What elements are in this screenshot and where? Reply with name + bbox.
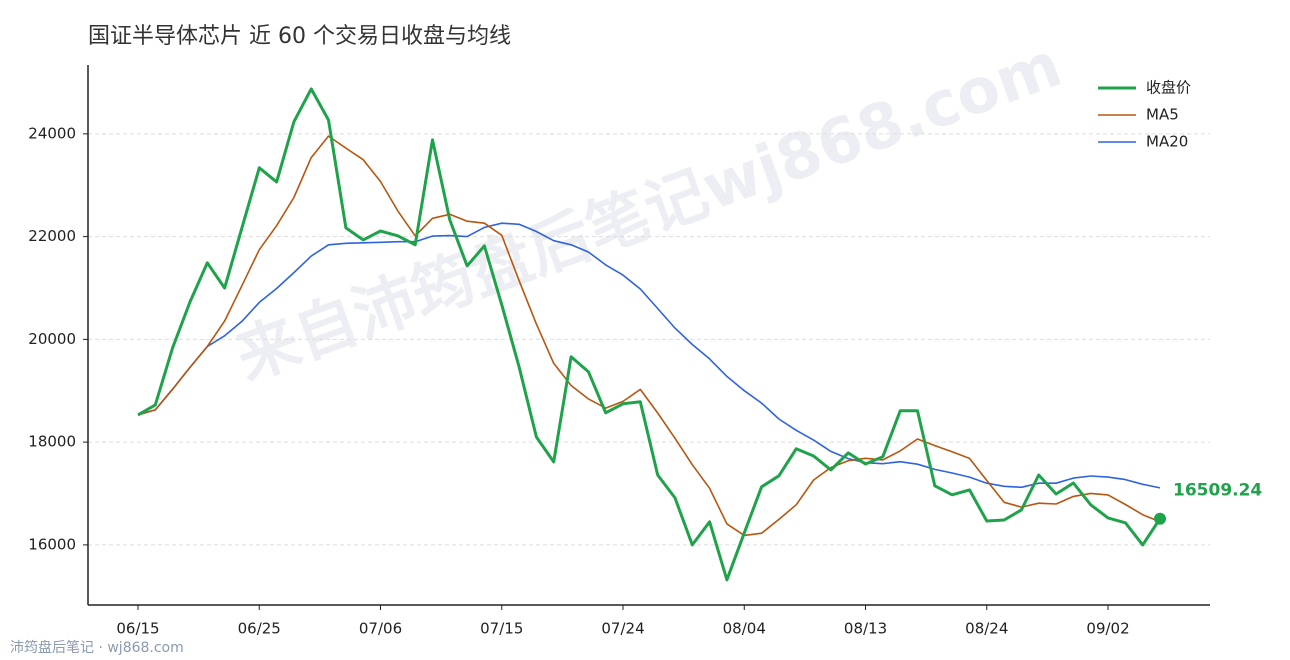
legend-label: MA5	[1146, 106, 1179, 124]
x-tick-label: 08/13	[844, 620, 887, 638]
x-tick-label: 07/24	[601, 620, 644, 638]
y-tick-label: 22000	[28, 227, 76, 245]
y-tick-label: 16000	[28, 535, 76, 553]
x-tick-label: 07/06	[359, 620, 402, 638]
x-tick-label: 06/15	[116, 620, 159, 638]
y-tick-label: 24000	[28, 124, 76, 142]
last-value-label: 16509.24	[1173, 481, 1262, 501]
chart-title: 国证半导体芯片 近 60 个交易日收盘与均线	[88, 24, 511, 49]
x-tick-label: 06/25	[238, 620, 281, 638]
x-tick-label: 07/15	[480, 620, 523, 638]
series-line	[137, 87, 1162, 582]
footer: 沛筠盘后笔记 · wj868.com	[10, 639, 184, 656]
legend-label: 收盘价	[1146, 79, 1191, 97]
x-tick-label: 08/04	[723, 620, 766, 638]
series-line	[137, 135, 1161, 537]
y-tick-label: 20000	[28, 330, 76, 348]
last-point	[1154, 512, 1166, 525]
x-tick-label: 09/02	[1086, 620, 1129, 638]
x-tick-label: 08/24	[965, 620, 1008, 638]
legend-label: MA20	[1146, 133, 1188, 151]
y-tick-label: 18000	[28, 433, 76, 451]
